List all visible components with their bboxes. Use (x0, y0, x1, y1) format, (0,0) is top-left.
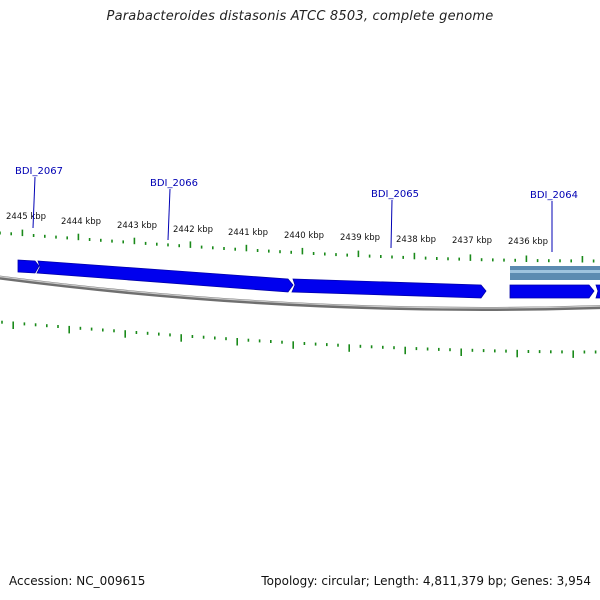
gene-arrow-bdi-2066[interactable] (36, 260, 294, 293)
kbp-label: 2444 kbp (61, 217, 101, 227)
gene-arrow-bdi-2067[interactable] (17, 259, 40, 274)
kbp-label: 2437 kbp (452, 236, 492, 246)
kbp-label: 2440 kbp (284, 231, 324, 241)
gene-label-bdi-2067[interactable]: BDI_2067 (15, 166, 63, 177)
accession-text: Accession: NC_009615 (9, 574, 146, 588)
inner-tick-row (1, 320, 597, 358)
genome-backbone (0, 275, 600, 311)
kbp-label: 2443 kbp (117, 221, 157, 231)
genome-summary-text: Topology: circular; Length: 4,811,379 bp… (261, 574, 591, 588)
kbp-label: 2445 kbp (6, 212, 46, 222)
gene-label-bdi-2065[interactable]: BDI_2065 (371, 189, 419, 200)
gene-arrow-bdi-2065[interactable] (291, 278, 487, 299)
kbp-label: 2439 kbp (340, 233, 380, 243)
genome-backbone-highlight (0, 276, 600, 309)
kbp-label: 2436 kbp (508, 237, 548, 247)
genome-title: Parabacteroides distasonis ATCC 8503, co… (106, 9, 494, 24)
gene-highlight-stripe (510, 270, 600, 273)
gene-leader-line (32, 176, 36, 229)
outer-tick-row (0, 229, 595, 263)
kbp-label: 2438 kbp (396, 235, 436, 245)
gene-leader-line (390, 199, 393, 249)
kbp-label: 2441 kbp (228, 228, 268, 238)
gene-leader-line (167, 188, 171, 241)
gene-arrow-next[interactable] (595, 284, 600, 299)
gene-label-bdi-2066[interactable]: BDI_2066 (150, 178, 198, 189)
gene-arrow-bdi-2064[interactable] (509, 284, 595, 299)
gene-label-bdi-2064[interactable]: BDI_2064 (530, 190, 578, 201)
kbp-label: 2442 kbp (173, 225, 213, 235)
